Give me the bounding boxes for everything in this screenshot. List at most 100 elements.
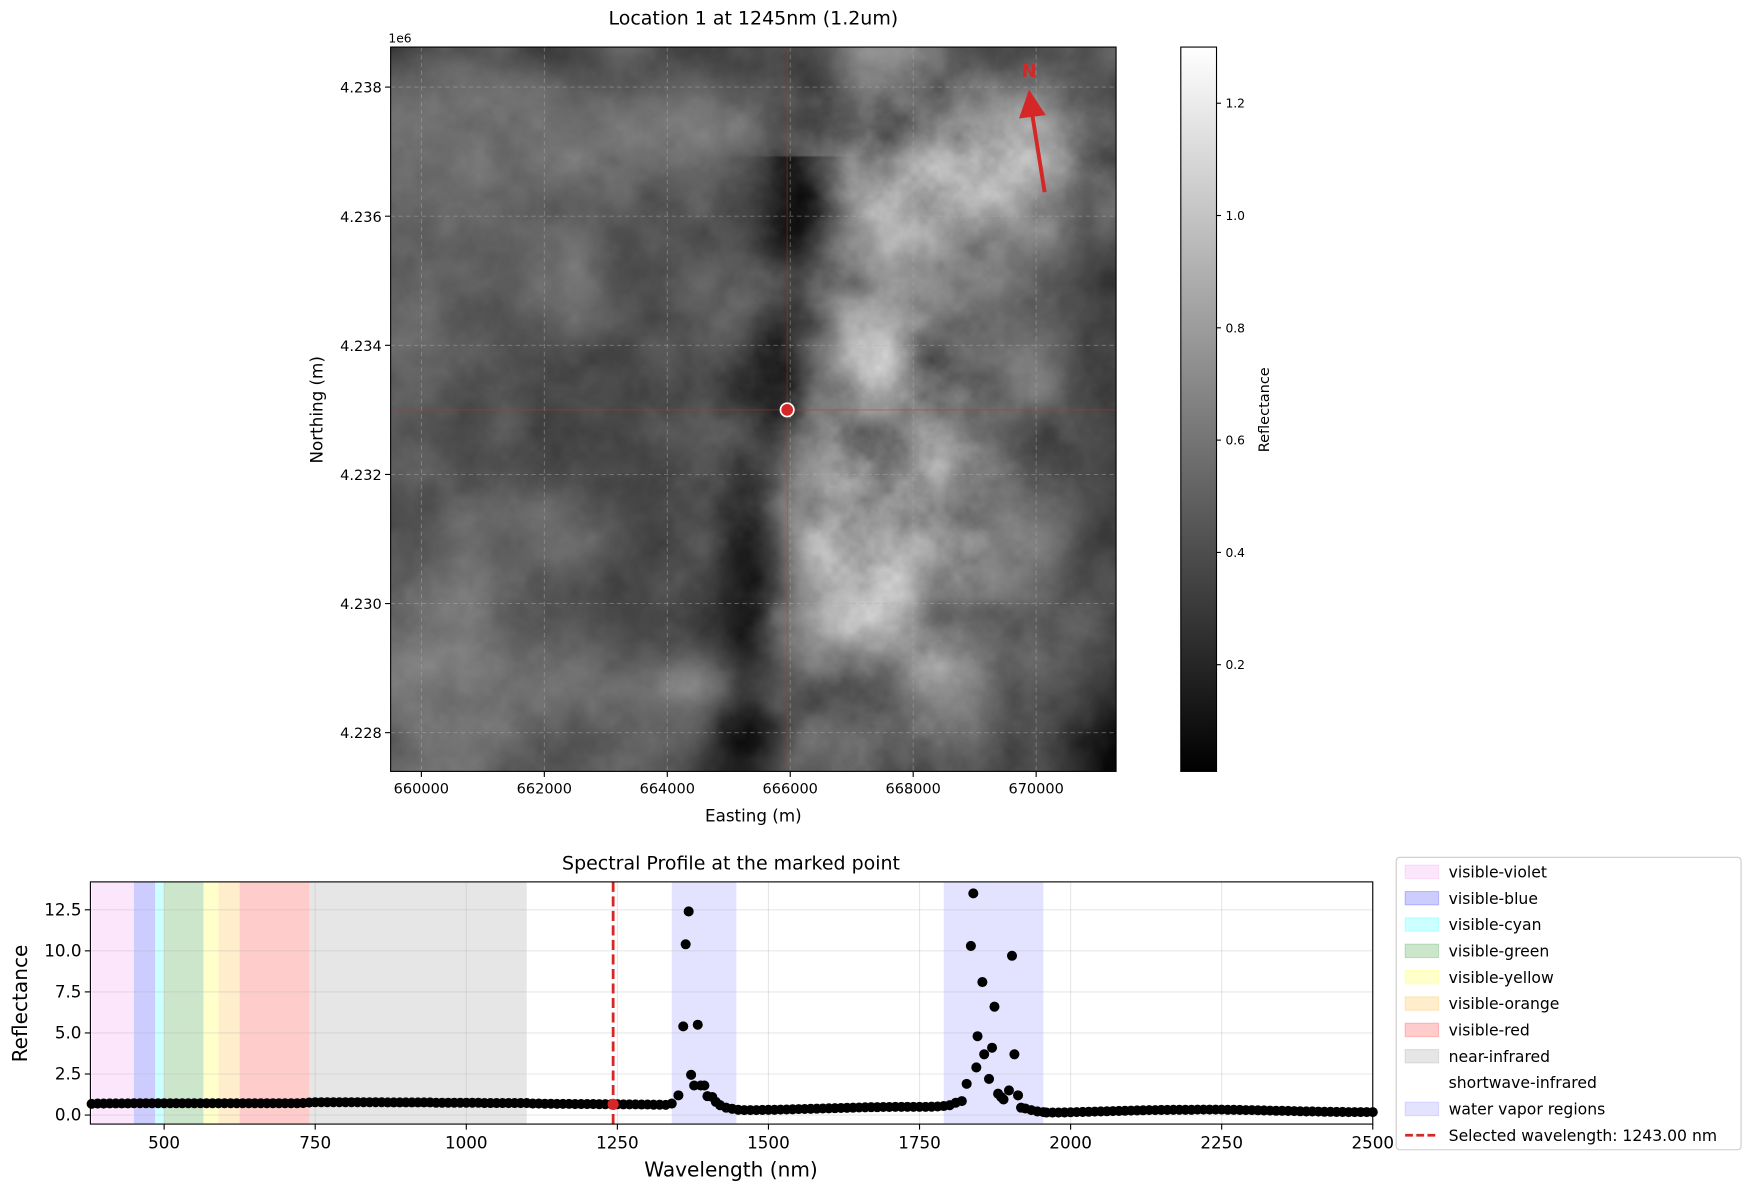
spectral-y-tick-label: 0.0: [55, 1105, 82, 1125]
band-visible-orange: [218, 881, 240, 1125]
spectral-point: [977, 977, 988, 988]
map-y-tick-label: 4.232: [340, 468, 382, 484]
spectral-point: [987, 1042, 998, 1053]
legend-swatch: [1404, 996, 1440, 1011]
colorbar-label: Reflectance: [1257, 367, 1273, 452]
spectral-point: [666, 1098, 677, 1109]
spectral-point: [971, 1062, 982, 1073]
north-arrow-icon: [1018, 89, 1046, 119]
colorbar-tick-label: 0.6: [1225, 434, 1245, 448]
map-axes: 660000 662000 664000 666000 668000 670000 4.22…: [340, 46, 1117, 798]
map-x-tick-label: 662000: [517, 782, 572, 798]
spectral-y-tick-label: 12.5: [44, 899, 81, 919]
legend-entry: near-infrared: [1449, 1048, 1550, 1066]
spectral-y-tick-label: 7.5: [55, 981, 82, 1001]
spectral-x-tick-label: 1000: [445, 1133, 488, 1153]
map-image: [390, 47, 1117, 772]
spectral-point: [692, 1019, 703, 1030]
spectral-point: [1013, 1090, 1024, 1101]
spectral-y-label: Reflectance: [8, 945, 32, 1063]
spectral-point: [979, 1049, 990, 1060]
legend: visible-violet visible-blue visible-cyan vi…: [1395, 856, 1742, 1151]
band-near-infrared: [309, 881, 527, 1125]
spectral-point: [686, 1069, 697, 1080]
spectral-point: [699, 1080, 710, 1091]
spectral-point: [961, 1078, 972, 1089]
colorbar-tick-label: 1.2: [1225, 97, 1245, 111]
map-x-tick-label: 668000: [886, 782, 941, 798]
legend-swatch: [1404, 969, 1440, 985]
band-visible-violet: [91, 881, 134, 1125]
spectral-point: [965, 940, 976, 951]
legend-entry: visible-orange: [1449, 995, 1560, 1013]
spectral-point: [680, 939, 691, 950]
map-y-tick-label: 4.236: [340, 210, 382, 226]
legend-entry: shortwave-infrared: [1449, 1074, 1597, 1092]
legend-entry: visible-violet: [1449, 863, 1547, 881]
legend-entry: water vapor regions: [1449, 1100, 1606, 1118]
colorbar-tick-label: 0.8: [1225, 321, 1245, 335]
map-x-tick-label: 666000: [763, 782, 818, 798]
spectral-frame: [89, 881, 1374, 1125]
spectral-title: Spectral Profile at the marked point: [562, 853, 900, 875]
map-x-tick-label: 664000: [640, 782, 695, 798]
legend-entry: visible-red: [1449, 1021, 1530, 1039]
selected-wavelength-point: [607, 1098, 619, 1110]
map-y-tick-label: 4.234: [340, 339, 382, 355]
legend-entry: visible-green: [1449, 942, 1550, 960]
map-x-tick-label: 670000: [1008, 782, 1063, 798]
map-frame: [390, 46, 1117, 772]
map-y-tick-label: 4.230: [340, 597, 382, 613]
map-y-tick-label: 4.228: [340, 726, 382, 742]
legend-entry: visible-blue: [1449, 890, 1538, 908]
north-arrow-shaft: [1030, 114, 1047, 193]
spectral-x-tick-label: 1500: [747, 1133, 790, 1153]
legend-swatch: [1405, 1076, 1438, 1089]
spectral-x-tick-label: 1750: [898, 1133, 941, 1153]
spectral-x-tick-label: 2000: [1049, 1133, 1092, 1153]
legend-entry: Selected wavelength: 1243.00 nm: [1449, 1127, 1717, 1145]
spectral-x-tick-label: 1250: [596, 1133, 639, 1153]
map-y-tick-label: 4.238: [340, 81, 382, 97]
spectral-point: [673, 1090, 684, 1101]
spectral-point: [1006, 950, 1018, 961]
legend-swatch: [1404, 917, 1440, 932]
colorbar-tick-label: 1.0: [1225, 209, 1245, 223]
legend-swatch: [1404, 864, 1440, 880]
spectral-point: [1003, 1085, 1014, 1096]
spectral-x-tick-label: 2250: [1200, 1133, 1243, 1153]
spectral-point: [984, 1073, 995, 1084]
map-y-offset-label: 1e6: [388, 32, 411, 46]
spectral-point: [968, 888, 979, 899]
spectral-x-tick-label: 750: [299, 1133, 331, 1153]
map-title: Location 1 at 1245nm (1.2um): [608, 8, 898, 30]
band-visible-yellow: [203, 881, 219, 1125]
spectral-point: [683, 906, 694, 917]
colorbar-tick-label: 0.4: [1225, 546, 1245, 560]
map-y-label: Northing (m): [307, 356, 327, 463]
band-visible-green: [164, 881, 204, 1125]
spectral-point: [972, 1031, 983, 1042]
colorbar-ramp: [1180, 46, 1218, 772]
map-x-tick-label: 660000: [394, 782, 449, 798]
legend-box: [1395, 856, 1742, 1151]
spectral-axes: 500 750 1000 1250 1500 1750 2000 2250 2500 0.0 2.5…: [44, 881, 1394, 1153]
spectral-y-tick-label: 10.0: [44, 940, 81, 960]
legend-swatch: [1404, 1022, 1440, 1038]
spectral-point: [956, 1096, 967, 1107]
spectral-point: [1009, 1049, 1020, 1060]
legend-entry: visible-cyan: [1449, 916, 1542, 934]
legend-swatch: [1404, 1048, 1440, 1064]
marked-point: [779, 402, 795, 418]
north-arrow-label: N: [1022, 61, 1037, 82]
spectral-point: [678, 1021, 689, 1032]
legend-swatch: [1404, 890, 1440, 906]
band-visible-blue: [133, 881, 156, 1125]
spectral-x-tick-label: 2500: [1351, 1133, 1394, 1153]
legend-swatch: [1404, 1101, 1440, 1117]
map-x-label: Easting (m): [705, 806, 802, 826]
colorbar-tick-label: 0.2: [1225, 658, 1245, 672]
legend-entry: visible-yellow: [1449, 969, 1554, 987]
band-visible-red: [239, 881, 310, 1125]
